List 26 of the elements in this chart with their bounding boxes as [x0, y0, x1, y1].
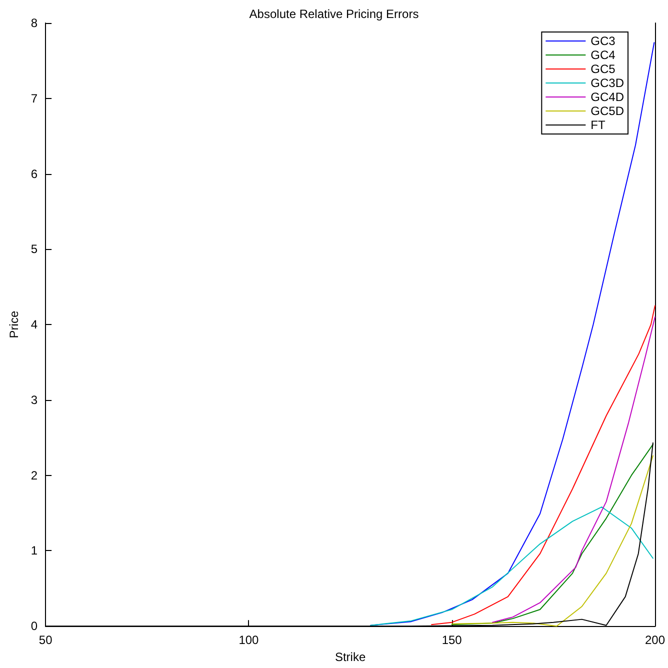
legend-label: FT [590, 118, 606, 132]
y-tick-label: 0 [30, 619, 38, 634]
y-tick-label: 4 [30, 318, 38, 332]
line-series [492, 316, 656, 623]
y-tick-label: 3 [30, 392, 38, 407]
legend-label: GC4D [590, 90, 624, 104]
x-tick-label: 50 [38, 633, 53, 648]
y-tick-label: 5 [30, 242, 38, 256]
y-tick-label: 8 [30, 16, 38, 30]
chart-title: Absolute Relative Pricing Errors [249, 7, 419, 21]
legend-label: GC3 [590, 34, 616, 48]
y-tick-label: 1 [30, 544, 38, 558]
legend-label: GC3D [590, 76, 624, 90]
line-series [370, 506, 654, 626]
y-tick-label: 7 [30, 91, 38, 106]
legend-label: GC5D [590, 104, 624, 118]
y-tick-label: 2 [30, 468, 38, 482]
legend-label: GC5 [590, 62, 616, 76]
x-tick-label: 150 [442, 633, 462, 648]
x-tick-label: 200 [644, 633, 666, 648]
y-axis-title: Price [7, 310, 21, 338]
legend-label: GC4 [590, 48, 616, 62]
y-tick-label: 6 [30, 166, 38, 181]
line-series [431, 305, 656, 626]
x-tick-label: 100 [238, 633, 260, 648]
x-axis-title: Strike [334, 650, 366, 664]
